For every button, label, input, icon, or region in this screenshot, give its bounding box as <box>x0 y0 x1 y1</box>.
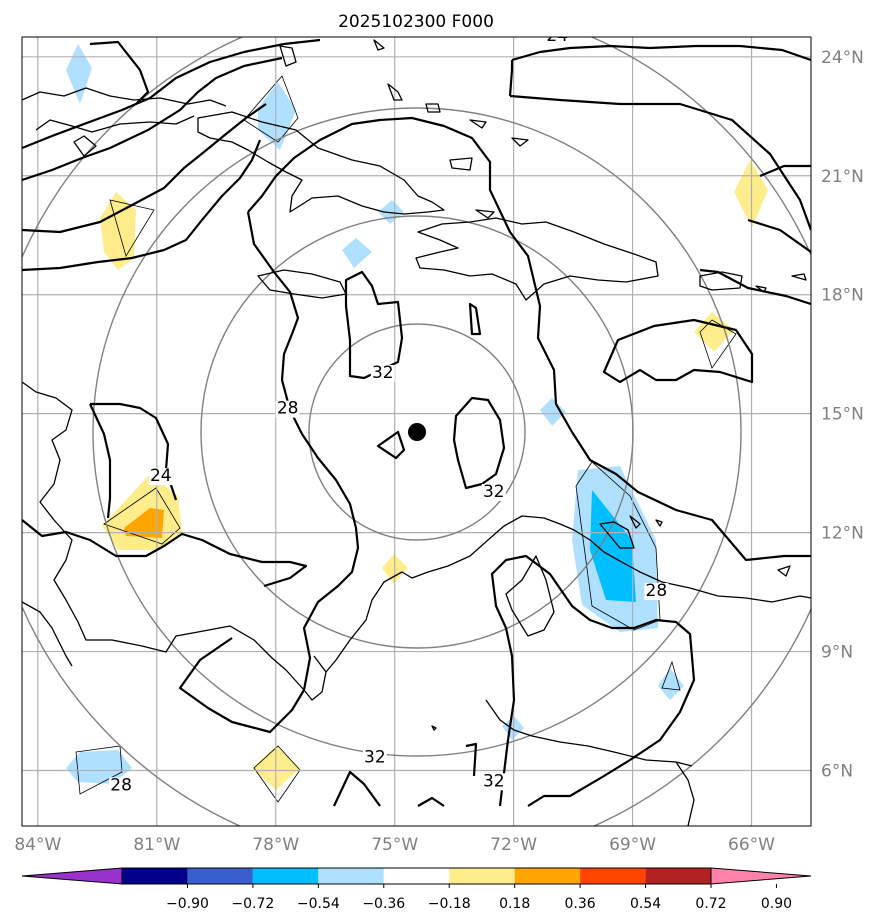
contour-label: 28 <box>646 581 668 601</box>
shaded-field-layer <box>66 44 768 790</box>
colorbar-tick-label: 0.90 <box>761 896 792 912</box>
lat-tick-label: 6°N <box>821 761 853 781</box>
lon-tick-label: 75°W <box>371 835 418 855</box>
storm-center-marker <box>408 423 426 441</box>
range-ring <box>308 323 526 541</box>
lat-tick-label: 21°N <box>821 167 864 187</box>
lon-tick-label: 66°W <box>728 835 775 855</box>
contour-label-bg <box>545 37 570 45</box>
colorbar-extend-low <box>21 867 123 885</box>
shade-positive-medium-patch <box>124 508 164 538</box>
colorbar-frame <box>121 867 712 885</box>
coastline-puerto-rico <box>699 271 743 291</box>
colorbar-swatch <box>514 868 581 884</box>
range-ring <box>200 215 634 649</box>
colorbar-swatch <box>187 868 253 884</box>
shade-negative-light-patch <box>66 44 92 104</box>
contour-label-bg <box>148 468 173 486</box>
shade-negative-light-patch <box>658 668 684 700</box>
colorbar-swatch <box>252 868 319 884</box>
coastline-hispaniola <box>415 217 659 301</box>
coastline-south-america <box>325 515 811 673</box>
contour-label-bg <box>481 773 506 791</box>
shade-negative-light-patch <box>258 82 296 150</box>
contour-label-bg <box>109 777 134 795</box>
contour-label: 24 <box>546 26 568 46</box>
contour-label-bg <box>362 749 387 767</box>
lat-tick-label: 18°N <box>821 286 864 306</box>
coastline-central-america <box>22 381 327 701</box>
map-plot-area: 24 32 28 24 32 28 32 32 28 <box>21 26 812 827</box>
lon-tick-label: 81°W <box>133 835 180 855</box>
lon-tick-label: 78°W <box>252 835 299 855</box>
colorbar-swatch <box>383 868 450 884</box>
colorbar-swatch <box>580 868 646 884</box>
contour-label: 24 <box>150 466 172 486</box>
colorbar-tick-label: 0.72 <box>695 896 726 912</box>
colorbar-tick-label: 0.54 <box>630 896 661 912</box>
lon-tick-label: 69°W <box>609 835 656 855</box>
colorbar-tick-label: 0.36 <box>565 896 596 912</box>
contour-label: 32 <box>364 748 386 768</box>
plot-frame <box>21 36 812 827</box>
shade-negative-light-patch <box>342 238 372 268</box>
colorbar: −0.90 −0.72 −0.54 −0.36 −0.18 0.18 0.36 0.54 0.7… <box>21 867 812 912</box>
latitude-labels: 24°N 21°N 18°N 15°N 12°N 9°N 6°N <box>821 48 864 782</box>
contour-label: 32 <box>483 482 505 502</box>
lat-tick-label: 9°N <box>821 643 853 663</box>
contour-label-bg <box>275 400 300 418</box>
shade-positive-light-patch <box>100 192 136 270</box>
colorbar-extend-high <box>710 867 812 885</box>
colorbar-tick-label: −0.90 <box>166 896 209 912</box>
colorbar-tick-label: −0.18 <box>428 896 471 912</box>
colorbar-tick-label: 0.18 <box>499 896 530 912</box>
contour-label: 28 <box>277 399 299 419</box>
colorbar-tick-label: −0.36 <box>362 896 405 912</box>
lon-tick-label: 84°W <box>14 835 61 855</box>
lat-tick-label: 12°N <box>821 524 864 544</box>
contour-label: 28 <box>110 775 132 795</box>
contour-label-bg <box>370 364 395 382</box>
contour-label-bg <box>644 583 669 601</box>
colorbar-swatch <box>122 868 188 884</box>
longitude-labels: 84°W 81°W 78°W 75°W 72°W 69°W 66°W <box>14 835 775 855</box>
colorbar-tick-label: −0.72 <box>231 896 274 912</box>
colorbar-swatch <box>645 868 711 884</box>
lat-tick-label: 24°N <box>821 48 864 68</box>
lat-tick-label: 15°N <box>821 405 864 425</box>
shade-negative-light-patch <box>540 398 566 426</box>
colorbar-tick-label: −0.54 <box>297 896 340 912</box>
range-ring <box>92 107 742 757</box>
range-rings <box>22 37 811 826</box>
contour-label: 32 <box>483 771 505 791</box>
colorbar-swatch <box>449 868 515 884</box>
contour-label: 32 <box>372 363 394 383</box>
map-title: 2025102300 F000 <box>338 12 494 32</box>
shade-negative-light-patch <box>502 716 524 740</box>
shade-negative-medium-patch <box>590 490 636 602</box>
lon-tick-label: 72°W <box>490 835 537 855</box>
coastlines <box>22 39 811 826</box>
contour-label-bg <box>481 483 506 501</box>
contour-label-layer: 24 32 28 24 32 28 32 32 28 <box>109 26 669 795</box>
colorbar-swatch <box>318 868 384 884</box>
